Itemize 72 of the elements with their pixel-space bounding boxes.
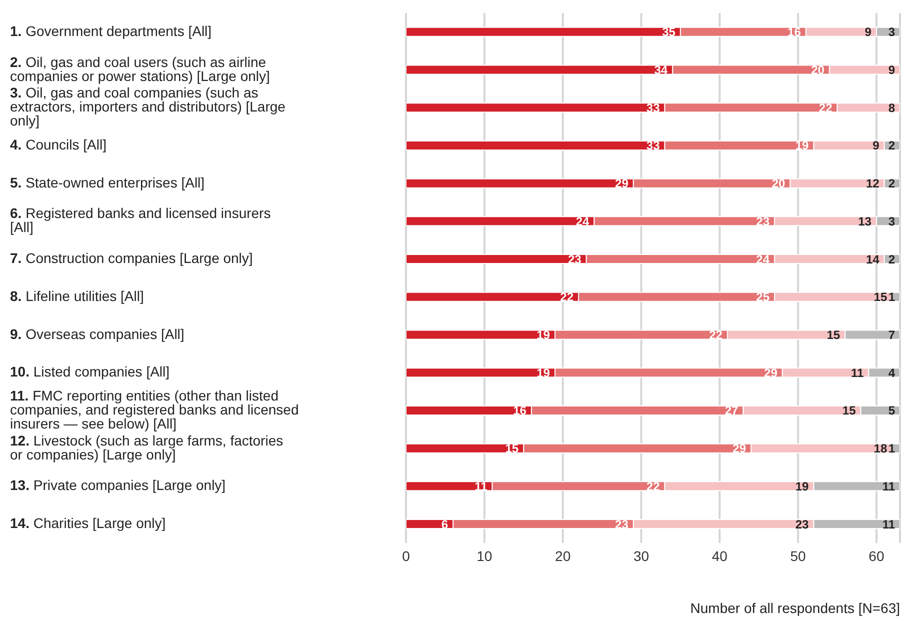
data-label: 15 [826,328,840,342]
data-label: 19 [536,366,550,380]
data-label: 7 [888,328,896,342]
y-tick-label: 3. Oil, gas and coal companies (such as extractors, importers and distributors) [Large only] [10,84,286,129]
x-tick-label: 60 [868,548,884,564]
y-tick-label: 10. Listed companies [All] [10,364,170,380]
data-label: 3 [888,25,896,40]
data-label: 11 [474,479,488,494]
data-label: 4 [888,366,896,380]
data-label: 20 [811,63,825,78]
data-label: 22 [646,479,660,494]
x-tick-label: 0 [402,548,410,564]
data-label: 19 [795,479,810,494]
data-label: 9 [872,138,880,153]
y-tick-label: 6. Registered banks and licensed insurers [All] [10,205,271,236]
data-label: 19 [795,138,810,153]
y-tick-label: 4. Councils [All] [10,136,106,152]
y-tick-label: 13. Private companies [Large only] [10,477,226,494]
x-tick-label: 40 [712,548,728,564]
data-label: 2 [888,176,896,191]
data-label: 33 [646,100,660,115]
data-label: 16 [788,25,802,40]
x-tick-label: 20 [555,548,571,564]
data-label: 34 [654,63,668,78]
x-tick-label: 10 [476,548,492,564]
data-label: 15 [505,442,519,456]
x-tick-label: 50 [790,548,806,564]
data-label: 11 [882,517,896,532]
data-label: 2 [888,252,896,266]
data-label: 2 [888,138,896,153]
y-tick-label: 5. State-owned enterprises [All] [10,174,205,190]
y-tick-label: 9. Overseas companies [All] [10,326,184,342]
data-label: 13 [858,214,872,228]
data-label: 24 [576,214,590,228]
data-label: 29 [615,176,629,191]
data-label: 23 [795,517,810,532]
y-tick-label: 1. Government departments [All] [10,22,212,39]
data-label: 25 [756,290,770,304]
x-tick-label: 30 [633,548,650,564]
data-label: 1 [888,290,896,304]
data-label: 18 [874,442,888,456]
data-label: 35 [662,25,676,40]
data-label: 11 [850,366,864,380]
data-label: 3 [888,214,896,228]
data-label: 29 [764,366,778,380]
data-label: 8 [888,100,896,115]
y-tick-label: 7. Construction companies [Large only] [10,250,253,266]
x-axis-title: Number of all respondents [N=63] [690,600,900,616]
data-label: 20 [772,176,786,191]
y-tick-label: 2. Oil, gas and coal users (such as airline companies or power stations) [Large only] [10,54,270,84]
data-label: 23 [756,214,770,228]
data-label: 11 [882,479,896,494]
data-label: 16 [513,404,527,418]
data-label: 5 [888,404,896,418]
data-label: 29 [732,442,746,456]
data-label: 22 [818,100,833,115]
data-label: 14 [866,252,880,266]
data-label: 19 [536,328,550,342]
data-label: 9 [888,63,896,78]
y-tick-label: 14. Charities [Large only] [10,515,166,532]
y-tick-label: 8. Lifeline utilities [All] [10,288,144,304]
data-label: 15 [842,404,856,418]
y-tick-label: 11. FMC reporting entities (other than listed companies, and registered banks and licensed insurers — see below) [All] [10,388,299,432]
data-label: 12 [866,176,880,191]
data-label: 33 [646,138,660,153]
data-label: 9 [864,25,872,40]
data-label: 27 [724,404,738,418]
data-label: 22 [560,290,574,304]
data-label: 1 [888,442,896,456]
data-label: 15 [874,290,888,304]
data-label: 22 [709,328,723,342]
y-tick-label: 12. Livestock (such as large farms, factories or companies) [Large only] [10,432,284,462]
